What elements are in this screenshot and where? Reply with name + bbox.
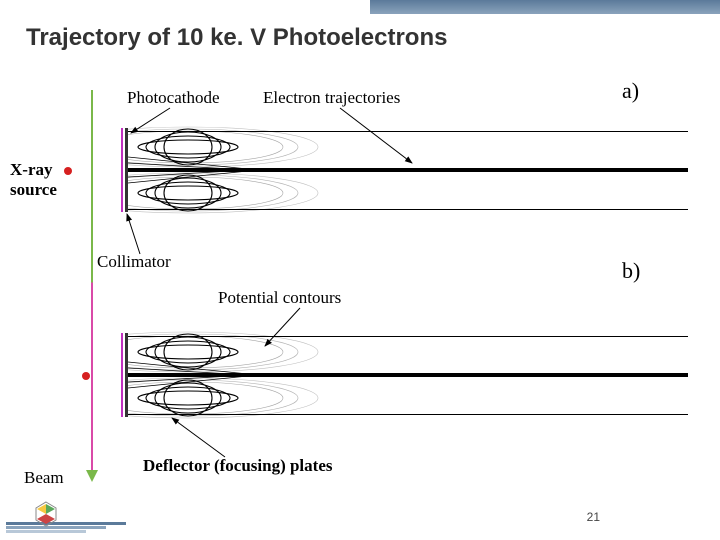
label-photocathode: Photocathode [127, 88, 220, 108]
label-potential-contours: Potential contours [218, 288, 341, 308]
xray-dot-b [82, 372, 90, 380]
header-accent-bar [370, 0, 720, 14]
page-number: 21 [587, 510, 600, 524]
label-xray-source: X-ray source [10, 160, 57, 200]
diagram-panel-b [128, 330, 688, 420]
panel-label-b: b) [622, 258, 640, 284]
beam-line [91, 90, 93, 475]
slide-title: Trajectory of 10 ke. V Photoelectrons [26, 24, 447, 52]
diagram-panel-a [128, 125, 688, 215]
cathode-accent-b [121, 333, 123, 417]
xray-dot-a [64, 167, 72, 175]
label-deflector-plates: Deflector (focusing) plates [143, 456, 332, 476]
cathode-accent-a [121, 128, 123, 212]
beam-arrowhead-icon [84, 470, 100, 482]
label-beam: Beam [24, 468, 64, 488]
label-collimator: Collimator [97, 252, 171, 272]
panel-label-a: a) [622, 78, 639, 104]
label-electron-trajectories: Electron trajectories [263, 88, 400, 108]
footer-logo-icon [6, 494, 146, 534]
